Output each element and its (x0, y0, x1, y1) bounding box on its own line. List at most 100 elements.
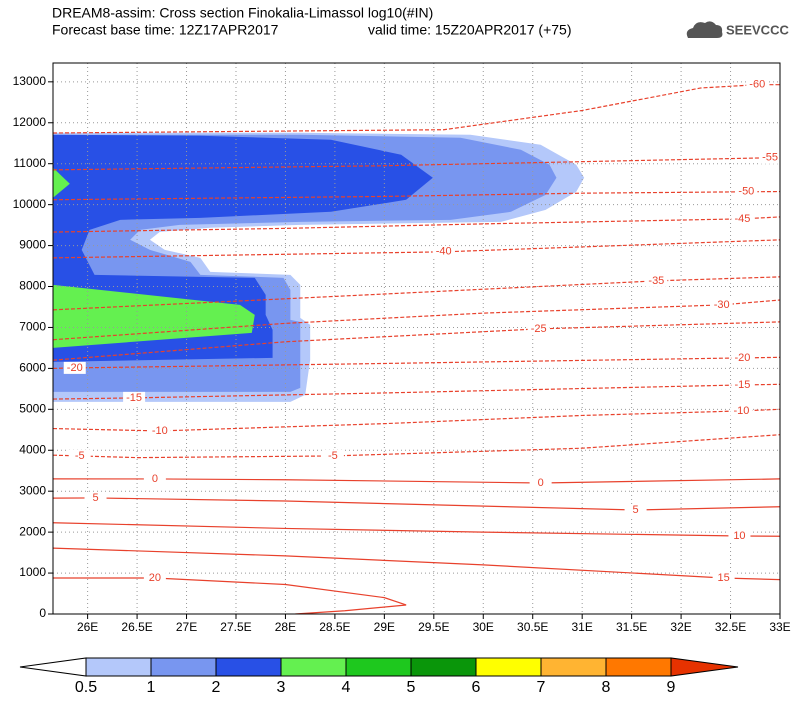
contour-label-bg (143, 472, 166, 485)
contour-label: 10 (733, 530, 745, 542)
contour-label: -30 (714, 299, 730, 311)
contour-line (53, 497, 780, 511)
contour-label: -10 (733, 405, 749, 417)
contour-line (53, 216, 780, 233)
colorbar-box (475, 657, 542, 677)
x-tick-label: 28E (275, 620, 296, 634)
colorbar-label: 0.5 (75, 679, 97, 696)
colorbar-box (410, 657, 477, 677)
contour-label-bg (68, 449, 91, 462)
colorbar-label: 9 (667, 679, 676, 696)
colorbar-over (670, 657, 739, 677)
contour-label-bg (123, 391, 146, 404)
colorbar-box (345, 657, 412, 677)
contour-label: 0 (152, 473, 158, 485)
base-time: Forecast base time: 12Z17APR2017 (52, 22, 279, 38)
colorbar-box (540, 657, 607, 677)
contour-label-bg (731, 351, 754, 364)
contour-label: -55 (762, 152, 778, 164)
contour-label-bg (645, 274, 668, 287)
plot-frame (52, 62, 781, 615)
contour-line (53, 276, 780, 311)
x-tick-label: 28.5E (319, 620, 350, 634)
x-tick-label: 27E (176, 620, 197, 634)
contour-label: -20 (67, 362, 83, 374)
contour-label-bg (746, 78, 769, 91)
contour-label-bg (759, 151, 780, 164)
x-tick-label: 32E (670, 620, 691, 634)
y-tick-label: 9000 (19, 238, 46, 252)
contour-label: 5 (92, 492, 98, 504)
axes: 26E 26.5E 27E 27.5E 28E 28.5E 29E 29.5E 30E 30.5E… (13, 74, 791, 634)
contour-label-bg (624, 503, 647, 516)
contour-label-bg (63, 361, 86, 374)
contour-label-bg (148, 424, 171, 437)
colorbar-label: 4 (342, 679, 351, 696)
y-tick-label: 3000 (19, 483, 46, 497)
contour-label: -5 (328, 450, 338, 462)
contour-label-bg (527, 322, 550, 335)
y-tick-label: 11000 (14, 156, 47, 170)
x-tick-label: 32.5E (715, 620, 746, 634)
x-tick-label: 29.5E (418, 620, 449, 634)
contour-label-bg (529, 476, 552, 489)
contour-label: -40 (436, 246, 452, 258)
contour-label: -45 (734, 213, 750, 225)
contour-label: -15 (126, 392, 142, 404)
contour-line (53, 321, 780, 361)
logo-text: SEEVCCC (726, 22, 789, 37)
plot-area: -60-55-50-45-40-35-30-25-20-20-15-15-10-… (53, 63, 780, 614)
x-tick-label: 30.5E (517, 620, 548, 634)
contour-label: -5 (75, 450, 85, 462)
colorbar-box (85, 657, 152, 677)
colorbar-box (280, 657, 347, 677)
colorbar-label: 5 (407, 679, 416, 696)
contour-label-bg (730, 404, 753, 417)
contour-label-bg (712, 571, 735, 584)
contour-label-bg (84, 491, 107, 504)
chart-title: DREAM8-assim: Cross section Finokalia-Li… (52, 5, 433, 21)
colorbar-label: 6 (472, 679, 481, 696)
contour-line (53, 383, 780, 400)
y-tick-label: 8000 (19, 279, 46, 293)
contour-label: 15 (717, 572, 729, 584)
y-tick-label: 10000 (13, 197, 47, 211)
contour-line (53, 190, 780, 201)
x-tick-label: 31E (571, 620, 592, 634)
contour-line (53, 522, 780, 537)
contour-label: -25 (531, 323, 547, 335)
contour-label-bg (432, 245, 455, 258)
contour-label-bg (143, 571, 166, 584)
logo-icon (686, 21, 723, 38)
y-tick-label: 4000 (19, 442, 46, 456)
logo: SEEVCCC (686, 21, 789, 38)
contour-label: -15 (734, 379, 750, 391)
filled-contour (53, 167, 70, 198)
colorbar-box (215, 657, 282, 677)
contour-label: 5 (633, 504, 639, 516)
x-tick-label: 30E (473, 620, 494, 634)
contour-label: 20 (149, 572, 161, 584)
contour-line (53, 478, 780, 484)
y-tick-label: 7000 (19, 320, 46, 334)
colorbar-label: 3 (277, 679, 286, 696)
x-tick-label: 29E (374, 620, 395, 634)
contour-label-bg (728, 529, 751, 542)
x-tick-label: 27.5E (220, 620, 251, 634)
contour-label-bg (321, 449, 344, 462)
contour-label: -20 (734, 352, 750, 364)
filled-contour (53, 284, 255, 348)
y-tick-label: 0 (39, 606, 46, 620)
colorbar-label: 1 (147, 679, 156, 696)
contour-label: 0 (538, 477, 544, 489)
y-tick-label: 6000 (19, 361, 46, 375)
contour-line (53, 84, 780, 134)
colorbar-box (605, 657, 672, 677)
contour-label: -50 (738, 186, 754, 198)
y-tick-label: 12000 (13, 115, 47, 129)
contour-label: -35 (648, 275, 664, 287)
colorbar: 0.5 1 2 3 4 5 6 7 8 9 (19, 657, 739, 696)
contour-line (53, 547, 780, 581)
contour-line (53, 577, 407, 614)
colorbar-box (150, 657, 217, 677)
